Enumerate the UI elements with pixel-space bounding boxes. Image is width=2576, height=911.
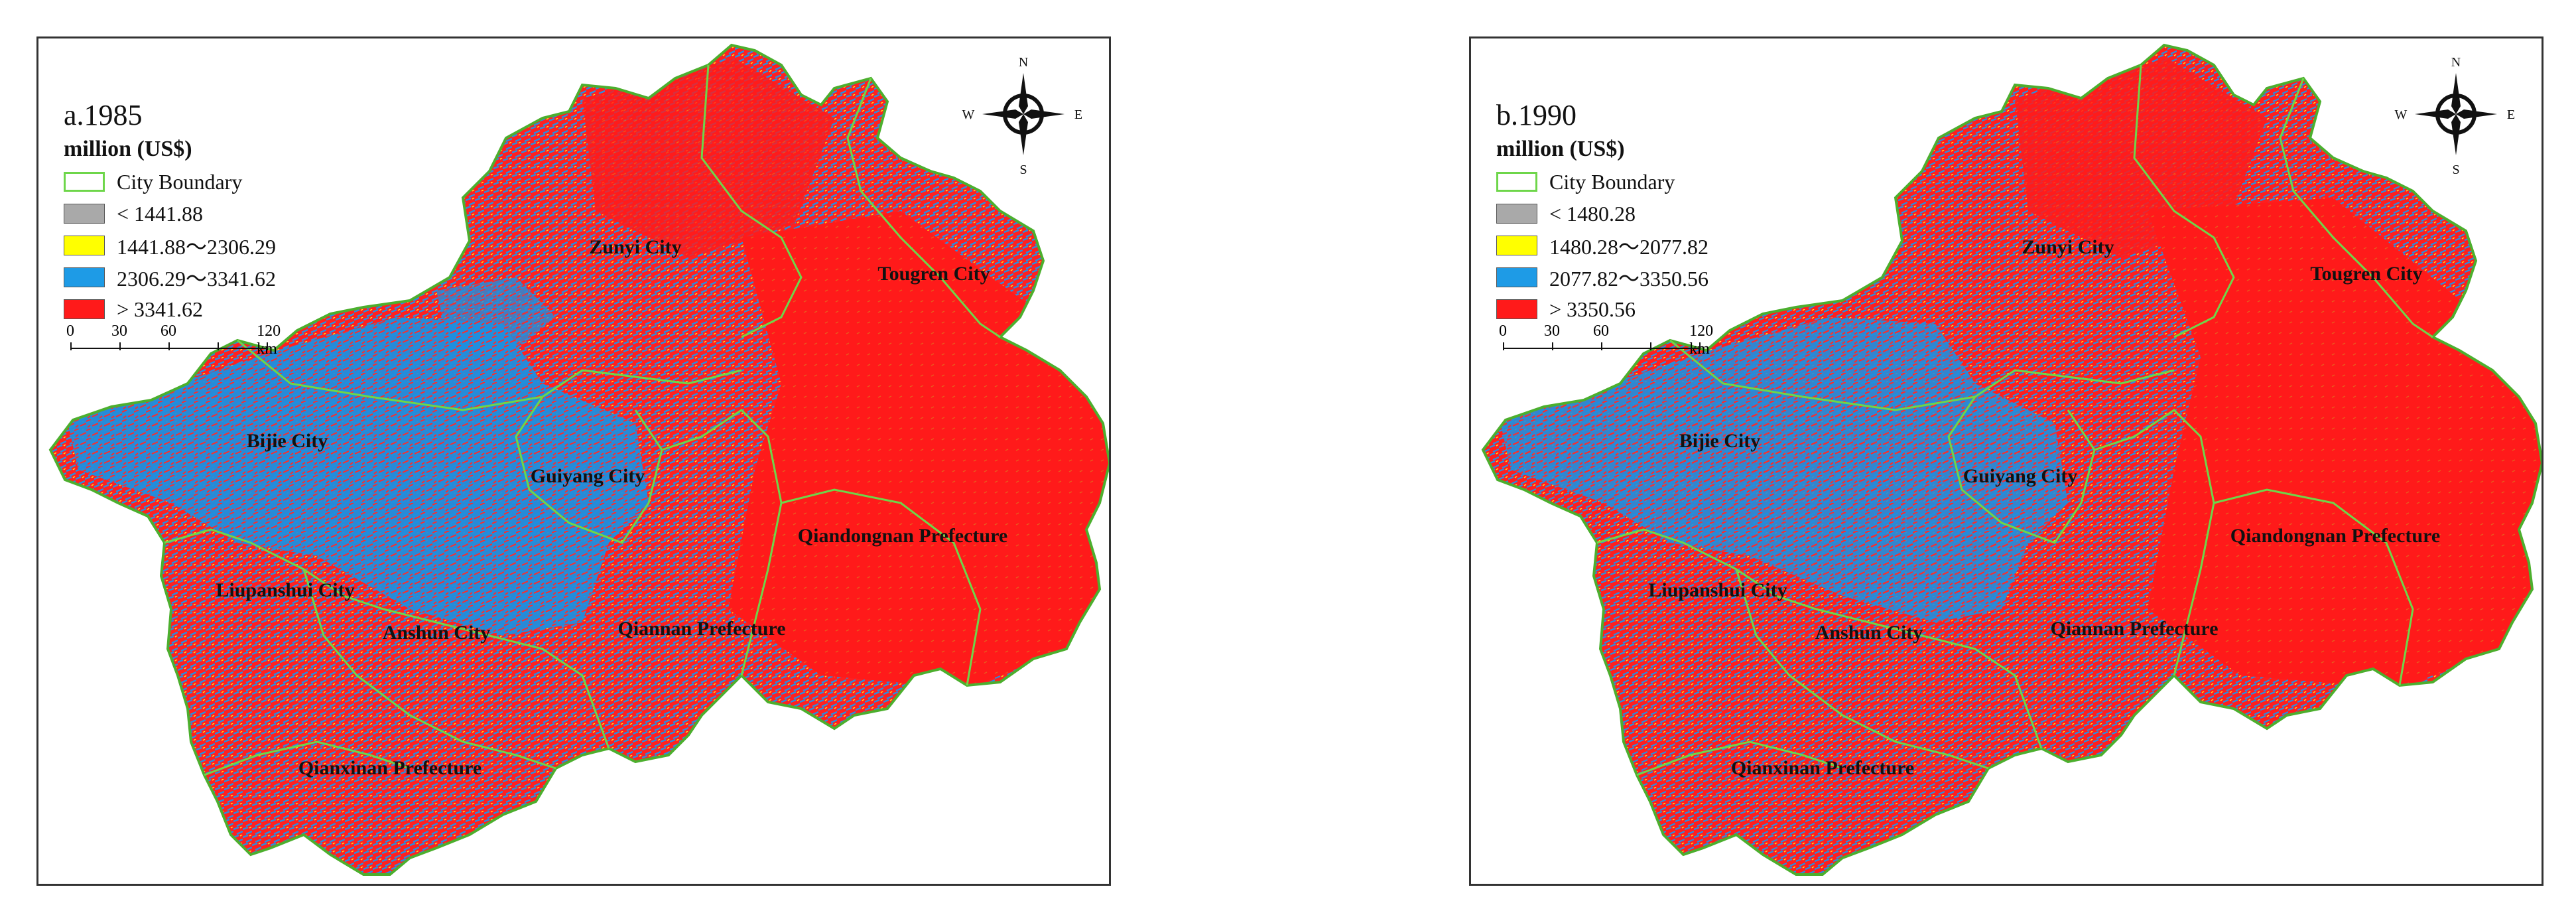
scale-tick	[1699, 342, 1701, 350]
legend-swatch-yellow	[1496, 236, 1537, 255]
label-liupanshui: Liupanshui City	[1648, 579, 1787, 601]
legend-swatch-red	[1496, 299, 1537, 319]
scale-tick	[1503, 342, 1504, 350]
province-map	[1482, 44, 2542, 876]
legend-label: City Boundary	[117, 169, 243, 194]
legend: million (US$) City Boundary < 1480.28 14…	[1496, 137, 1708, 325]
map-panel-1985: a.1985 million (US$) City Boundary < 144…	[36, 36, 1111, 886]
legend-item-class-3: 2077.82～3350.56	[1496, 261, 1708, 293]
compass-n: N	[2451, 55, 2461, 70]
label-liupanshui: Liupanshui City	[216, 579, 355, 601]
compass-n: N	[1019, 55, 1028, 70]
legend-item-class-4: > 3350.56	[1496, 293, 1708, 325]
scale-tick	[119, 342, 121, 350]
label-tongren: Tougren City	[2310, 263, 2423, 285]
legend-swatch-boundary	[64, 172, 105, 192]
legend-item-class-3: 2306.29～3341.62	[64, 261, 276, 293]
compass-e: E	[2507, 107, 2515, 122]
compass-e: E	[1074, 107, 1082, 122]
north-arrow-icon: N S E W	[962, 55, 1083, 177]
legend-label: 1441.88～2306.29	[117, 235, 277, 259]
legend-item-boundary: City Boundary	[1496, 166, 1708, 198]
scale-end-label: 120 km	[257, 322, 281, 358]
label-qianxinan: Qianxinan Prefecture	[298, 757, 482, 779]
scale-tick	[168, 342, 170, 350]
legend-item-class-2: 1480.28～2077.82	[1496, 230, 1708, 261]
compass-w: W	[2395, 107, 2408, 122]
north-arrow-icon: N S E W	[2395, 55, 2516, 177]
label-tongren: Tougren City	[877, 263, 990, 285]
legend-title: million (US$)	[1496, 137, 1625, 161]
scale-tick	[70, 342, 72, 350]
label-qiandongnan: Qiandongnan Prefecture	[2230, 525, 2441, 547]
legend-label: < 1480.28	[1549, 201, 1636, 226]
legend-swatch-gray	[64, 204, 105, 224]
legend-label: 1480.28～2077.82	[1549, 235, 1709, 259]
label-zunyi: Zunyi City	[589, 236, 682, 258]
scale-tick-label: 60	[1593, 322, 1609, 340]
scale-end-label: 120 km	[1689, 322, 1714, 358]
legend-label: < 1441.88	[117, 201, 204, 226]
scale-tick	[218, 342, 219, 350]
compass-s: S	[2452, 163, 2459, 177]
scale-tick	[1552, 342, 1553, 350]
legend-swatch-gray	[1496, 204, 1537, 224]
compass-s: S	[1019, 163, 1027, 177]
legend-label: > 3350.56	[1549, 297, 1636, 321]
scale-tick-label: 30	[111, 322, 127, 340]
legend-label: > 3341.62	[117, 297, 204, 321]
map-panel-1990: b.1990 million (US$) City Boundary < 148…	[1469, 36, 2544, 886]
legend-label: City Boundary	[1549, 169, 1675, 194]
label-qiannan: Qiannan Prefecture	[2050, 618, 2219, 640]
legend-swatch-boundary	[1496, 172, 1537, 192]
legend-swatch-blue	[64, 267, 105, 287]
legend-swatch-blue	[1496, 267, 1537, 287]
legend-swatch-red	[64, 299, 105, 319]
compass-w: W	[962, 107, 975, 122]
scale-bar: 0 30 60 120 km	[1496, 322, 1735, 376]
label-zunyi: Zunyi City	[2022, 236, 2114, 258]
scale-bar: 0 30 60 120 km	[64, 322, 302, 376]
legend-item-boundary: City Boundary	[64, 166, 276, 198]
legend-item-class-4: > 3341.62	[64, 293, 276, 325]
label-qiannan: Qiannan Prefecture	[617, 618, 786, 640]
legend-label: 2077.82～3350.56	[1549, 267, 1709, 291]
scale-tick	[267, 342, 268, 350]
label-anshun: Anshun City	[382, 622, 491, 644]
label-anshun: Anshun City	[1815, 622, 1923, 644]
legend-swatch-yellow	[64, 236, 105, 255]
legend: million (US$) City Boundary < 1441.88 14…	[64, 137, 276, 325]
legend-label: 2306.29～3341.62	[117, 267, 277, 291]
legend-item-class-1: < 1441.88	[64, 198, 276, 230]
label-qiandongnan: Qiandongnan Prefecture	[797, 525, 1008, 547]
legend-item-class-1: < 1480.28	[1496, 198, 1708, 230]
panel-year-label: b.1990	[1496, 99, 1577, 131]
legend-title: million (US$)	[64, 137, 192, 161]
legend-item-class-2: 1441.88～2306.29	[64, 230, 276, 261]
label-bijie: Bijie City	[246, 430, 328, 452]
label-guiyang: Guiyang City	[530, 465, 645, 487]
scale-tick-label: 30	[1544, 322, 1560, 340]
panel-year-label: a.1985	[64, 99, 143, 131]
scale-tick-label: 60	[161, 322, 176, 340]
label-bijie: Bijie City	[1679, 430, 1761, 452]
scale-tick	[1650, 342, 1651, 350]
scale-tick-label: 0	[1499, 322, 1507, 340]
scale-tick-label: 0	[66, 322, 74, 340]
label-guiyang: Guiyang City	[1963, 465, 2078, 487]
province-map	[49, 44, 1109, 876]
label-qianxinan: Qianxinan Prefecture	[1730, 757, 1915, 779]
scale-tick	[1601, 342, 1602, 350]
